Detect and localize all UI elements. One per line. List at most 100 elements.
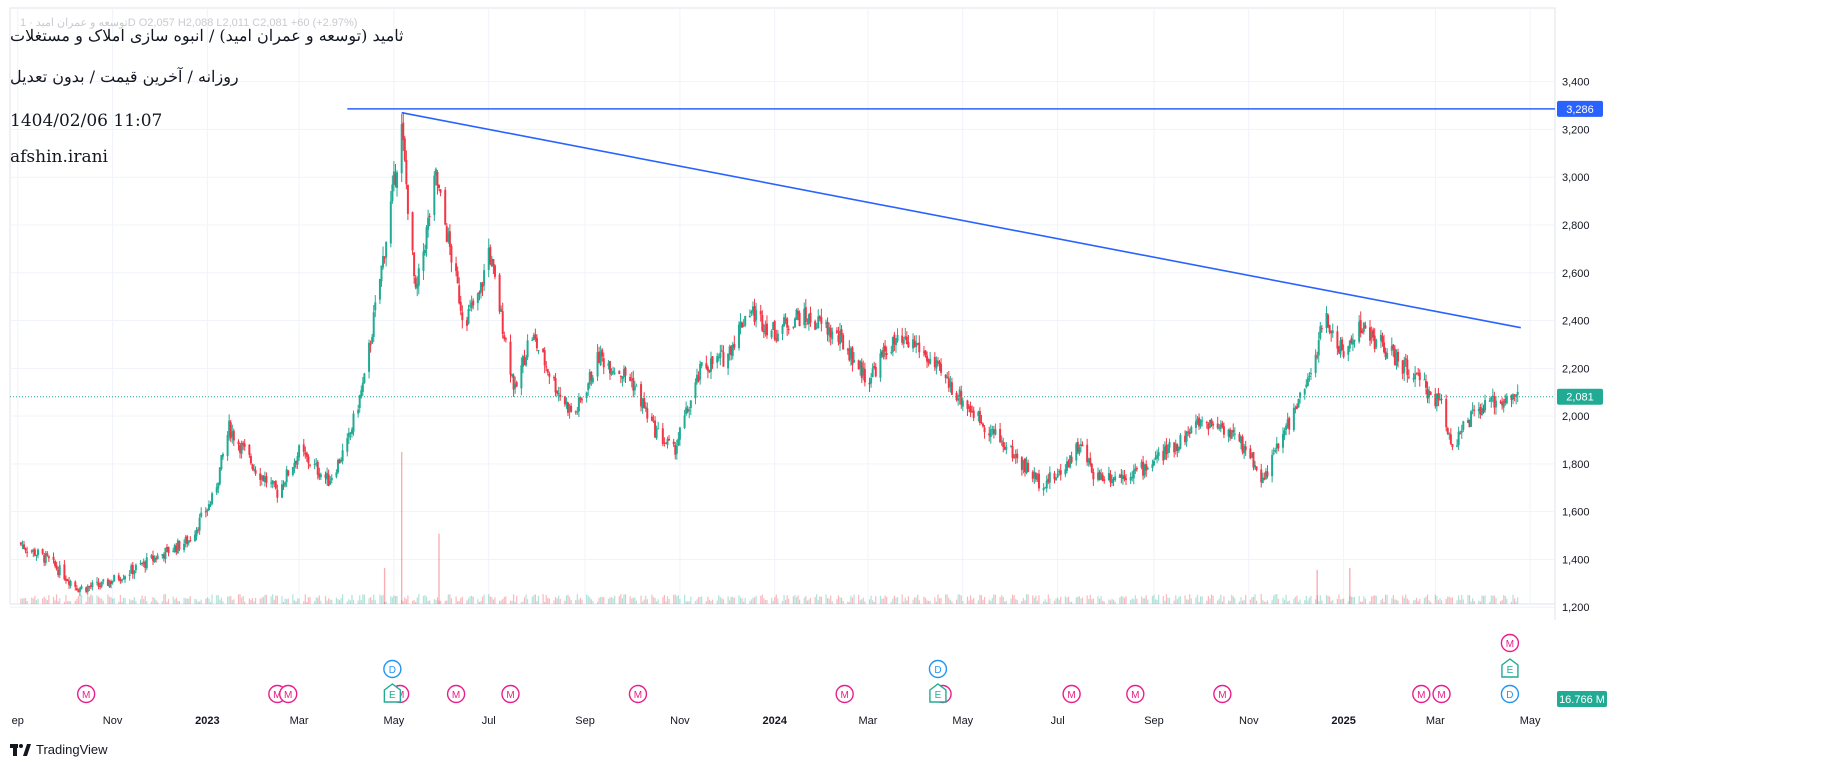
- candle-body: [396, 172, 399, 188]
- volume-bar: [534, 594, 536, 604]
- candle-body: [1198, 417, 1201, 427]
- event-marker-e[interactable]: E: [383, 683, 402, 703]
- volume-bar: [1372, 595, 1374, 604]
- tradingview-brand[interactable]: TradingView: [10, 742, 108, 757]
- volume-bar: [708, 599, 711, 604]
- volume-bar: [640, 595, 642, 604]
- candle-body: [21, 545, 24, 547]
- volume-bar: [917, 594, 919, 604]
- event-marker-m[interactable]: M: [501, 684, 520, 704]
- candle-body: [220, 455, 223, 470]
- volume-bar: [1011, 594, 1014, 604]
- volume-bar: [1227, 600, 1230, 604]
- candle-body: [848, 348, 851, 361]
- candle-body: [759, 311, 762, 315]
- volume-bar: [309, 596, 311, 604]
- candle-body: [1103, 479, 1106, 481]
- candle-body: [1364, 325, 1367, 329]
- candle-body: [153, 557, 156, 563]
- volume-bar: [657, 599, 659, 604]
- event-marker-d[interactable]: D: [928, 659, 948, 679]
- event-marker-m[interactable]: M: [1412, 684, 1431, 704]
- volume-bar: [1361, 601, 1363, 604]
- candle-body: [1023, 458, 1026, 472]
- candle-body: [809, 312, 812, 323]
- volume-bar: [1456, 600, 1458, 604]
- event-marker-m[interactable]: M: [1062, 684, 1081, 704]
- volume-bar: [144, 595, 146, 604]
- volume-bar: [949, 599, 951, 604]
- candle-body: [904, 336, 907, 340]
- volume-bar: [514, 601, 516, 604]
- candle-body: [504, 338, 507, 340]
- candle-body: [378, 278, 381, 300]
- candle-body: [144, 562, 147, 568]
- volume-bar: [1186, 599, 1188, 604]
- volume-bar: [488, 594, 490, 604]
- volume-bar: [711, 599, 714, 604]
- candle-body: [991, 429, 994, 431]
- volume-bar: [129, 598, 131, 604]
- event-marker-e[interactable]: E: [929, 683, 947, 703]
- volume-bar: [509, 600, 512, 604]
- candle-body: [352, 413, 355, 432]
- event-marker-m[interactable]: M: [628, 684, 648, 704]
- volume-bar: [1501, 600, 1503, 604]
- event-letter: E: [1507, 665, 1514, 676]
- volume-bar: [547, 597, 549, 604]
- event-marker-m[interactable]: M: [835, 684, 854, 704]
- candle-body: [829, 327, 832, 338]
- event-marker-m[interactable]: M: [279, 684, 298, 704]
- volume-bar: [1078, 596, 1080, 604]
- event-marker-e[interactable]: E: [1501, 658, 1519, 678]
- volume-bar: [1430, 601, 1432, 604]
- volume-bar: [609, 597, 611, 604]
- candle-body: [197, 529, 200, 531]
- candle-body: [733, 343, 736, 348]
- event-marker-m[interactable]: M: [1500, 633, 1520, 653]
- volume-bar: [183, 597, 185, 604]
- volume-bar: [167, 599, 170, 604]
- volume-bar: [1352, 596, 1354, 604]
- volume-bar: [505, 596, 507, 604]
- event-letter: E: [389, 690, 396, 701]
- event-marker-d[interactable]: D: [383, 659, 402, 679]
- candle-body: [313, 463, 316, 465]
- volume-bar: [90, 594, 92, 604]
- trendlines[interactable]: [10, 108, 1555, 398]
- volume-bar: [46, 600, 48, 604]
- y-tick-label: 2,800: [1562, 220, 1590, 232]
- volume-bar: [303, 601, 305, 604]
- volume-spike: [1349, 567, 1351, 604]
- candle-body: [461, 312, 464, 321]
- volume-bar: [718, 595, 720, 604]
- candle-body: [741, 322, 744, 328]
- volume-bar: [1086, 595, 1088, 604]
- volume-bar: [982, 599, 984, 604]
- candle-body: [657, 428, 660, 430]
- volume-bar: [276, 595, 278, 604]
- event-marker-m[interactable]: M: [1126, 684, 1145, 704]
- volume-bar: [209, 601, 212, 604]
- event-marker-m[interactable]: M: [446, 684, 466, 704]
- volume-bar: [1461, 594, 1463, 604]
- volume-bar: [988, 599, 990, 604]
- candle-body: [150, 555, 153, 558]
- volume-bar: [362, 594, 364, 604]
- event-markers[interactable]: MMMMMMMMMMMMMMMDDDEEE: [76, 633, 1520, 704]
- candle-body: [243, 443, 246, 447]
- candle-body: [69, 581, 72, 587]
- volume-bar: [1336, 599, 1338, 604]
- event-marker-m[interactable]: M: [1432, 684, 1451, 704]
- event-marker-m[interactable]: M: [76, 684, 96, 704]
- volume-bar: [480, 601, 482, 604]
- event-marker-d[interactable]: D: [1500, 684, 1520, 704]
- event-marker-m[interactable]: M: [1213, 684, 1232, 704]
- volume-bar: [1187, 599, 1189, 604]
- candle-body: [765, 323, 768, 336]
- volume-bar: [934, 597, 936, 604]
- volume-bar: [359, 595, 361, 604]
- candle-body: [1504, 398, 1507, 403]
- volume-bar: [592, 601, 594, 604]
